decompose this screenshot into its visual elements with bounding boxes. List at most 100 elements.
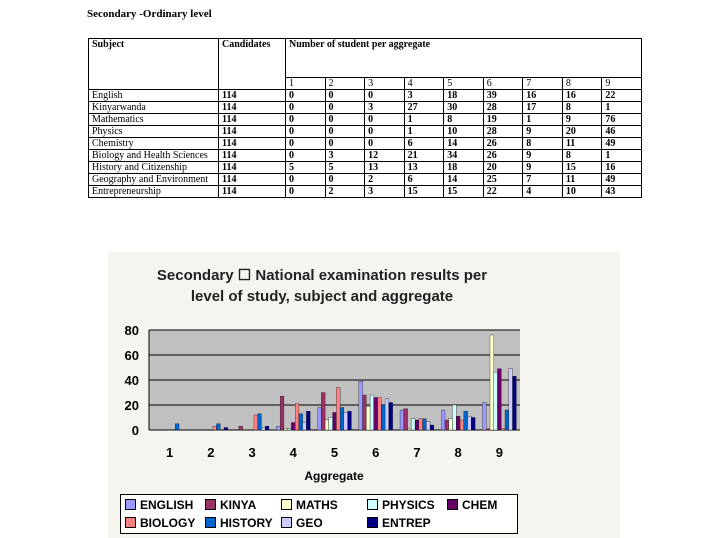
bar: [261, 427, 266, 431]
bar: [339, 407, 345, 431]
subject-cell: Geography and Environment: [88, 173, 219, 186]
x-tick-label: 7: [413, 445, 420, 460]
legend-label: BIOLOGY: [140, 516, 196, 530]
bar: [295, 403, 300, 431]
bar: [456, 416, 461, 431]
aggregate-header-6: 6: [482, 77, 524, 90]
bar: [463, 411, 468, 431]
value-cell: 22: [601, 89, 642, 102]
bar: [276, 426, 281, 431]
value-cell: 27: [403, 101, 445, 114]
bar: [486, 428, 491, 431]
bar: [467, 416, 472, 431]
bar: [497, 368, 502, 431]
value-cell: 3: [324, 149, 366, 162]
bar: [504, 409, 509, 431]
bar: [366, 406, 371, 431]
bar: [358, 381, 363, 431]
subject-cell: Entrepreneurship: [88, 185, 219, 198]
value-cell: 26: [482, 137, 524, 150]
chart-legend: ENGLISH KINYA MATHS PHYSICS CHEM BIOLOGY HISTO…: [120, 494, 518, 534]
chart-title-line: Secondary ☐ National examination results…: [157, 267, 487, 284]
aggregate-header-5: 5: [443, 77, 484, 90]
value-cell: 0: [285, 185, 326, 198]
value-cell: 26: [482, 149, 524, 162]
legend-label: ENGLISH: [140, 498, 194, 512]
bar: [489, 334, 494, 431]
bar: [426, 421, 431, 431]
value-cell: 20: [482, 161, 524, 174]
subject-header: Subject: [88, 38, 219, 90]
legend-item: MATHS: [281, 498, 338, 512]
candidates-cell: 114: [218, 137, 286, 150]
value-cell: 0: [285, 149, 326, 162]
value-cell: 34: [443, 149, 484, 162]
value-cell: 3: [364, 101, 405, 114]
aggregate-group-header: Number of student per aggregate: [285, 38, 642, 78]
value-cell: 20: [561, 125, 603, 138]
bar: [287, 428, 292, 431]
table-row: Kinyarwanda 114 0 0 3 27 30 28 17 8 1: [88, 101, 642, 114]
value-cell: 0: [285, 89, 326, 102]
subject-cell: Mathematics: [88, 113, 219, 126]
value-cell: 0: [285, 137, 326, 150]
bar: [512, 376, 517, 431]
value-cell: 4: [522, 185, 563, 198]
legend-swatch: [281, 517, 292, 528]
value-cell: 9: [561, 113, 603, 126]
x-tick-label: 6: [372, 445, 379, 460]
bar: [388, 402, 393, 431]
legend-item: ENTREP: [367, 516, 431, 530]
legend-item: ENGLISH: [125, 498, 193, 512]
candidates-cell: 114: [218, 161, 286, 174]
value-cell: 0: [364, 125, 405, 138]
table-row: Biology and Health Sciences 114 0 3 12 21 34 26…: [88, 149, 642, 162]
value-cell: 0: [324, 125, 366, 138]
page-heading: Secondary -Ordinary level: [87, 8, 212, 20]
legend-label: MATHS: [296, 498, 338, 512]
bar: [377, 397, 382, 431]
aggregate-header-4: 4: [403, 77, 445, 90]
subject-cell: Kinyarwanda: [88, 101, 219, 114]
legend-label: ENTREP: [382, 516, 431, 530]
value-cell: 21: [403, 149, 445, 162]
x-tick-label: 4: [290, 445, 298, 460]
legend-item: CHEM: [447, 498, 497, 512]
value-cell: 25: [482, 173, 524, 186]
candidates-cell: 114: [218, 125, 286, 138]
bar: [212, 426, 217, 431]
value-cell: 0: [324, 173, 366, 186]
subject-cell: History and Citizenship: [88, 161, 219, 174]
value-cell: 12: [364, 149, 405, 162]
value-cell: 15: [561, 161, 603, 174]
bar: [321, 392, 326, 431]
legend-label: PHYSICS: [382, 498, 435, 512]
aggregate-header-3: 3: [364, 77, 405, 90]
x-tick-label: 2: [207, 445, 214, 460]
results-table: Subject Candidates Number of student per…: [88, 38, 642, 198]
bar: [508, 368, 513, 431]
value-cell: 76: [601, 113, 642, 126]
bar: [399, 409, 404, 431]
value-cell: 0: [285, 101, 326, 114]
value-cell: 18: [443, 89, 484, 102]
table-row: Chemistry 114 0 0 0 6 14 26 8 11 49: [88, 137, 642, 150]
aggregate-header-1: 1: [285, 77, 326, 90]
candidates-header: Candidates: [218, 38, 286, 90]
value-cell: 0: [324, 101, 366, 114]
value-cell: 1: [601, 101, 642, 114]
bar: [471, 417, 476, 431]
value-cell: 0: [324, 113, 366, 126]
bar: [459, 419, 464, 431]
candidates-cell: 114: [218, 149, 286, 162]
x-tick-label: 5: [331, 445, 338, 460]
value-cell: 28: [482, 125, 524, 138]
legend-swatch: [205, 499, 216, 510]
value-cell: 8: [561, 101, 603, 114]
value-cell: 30: [443, 101, 484, 114]
value-cell: 3: [364, 185, 405, 198]
bar: [381, 404, 386, 431]
bar: [238, 426, 243, 431]
value-cell: 1: [403, 125, 445, 138]
subject-cell: Biology and Health Sciences: [88, 149, 219, 162]
